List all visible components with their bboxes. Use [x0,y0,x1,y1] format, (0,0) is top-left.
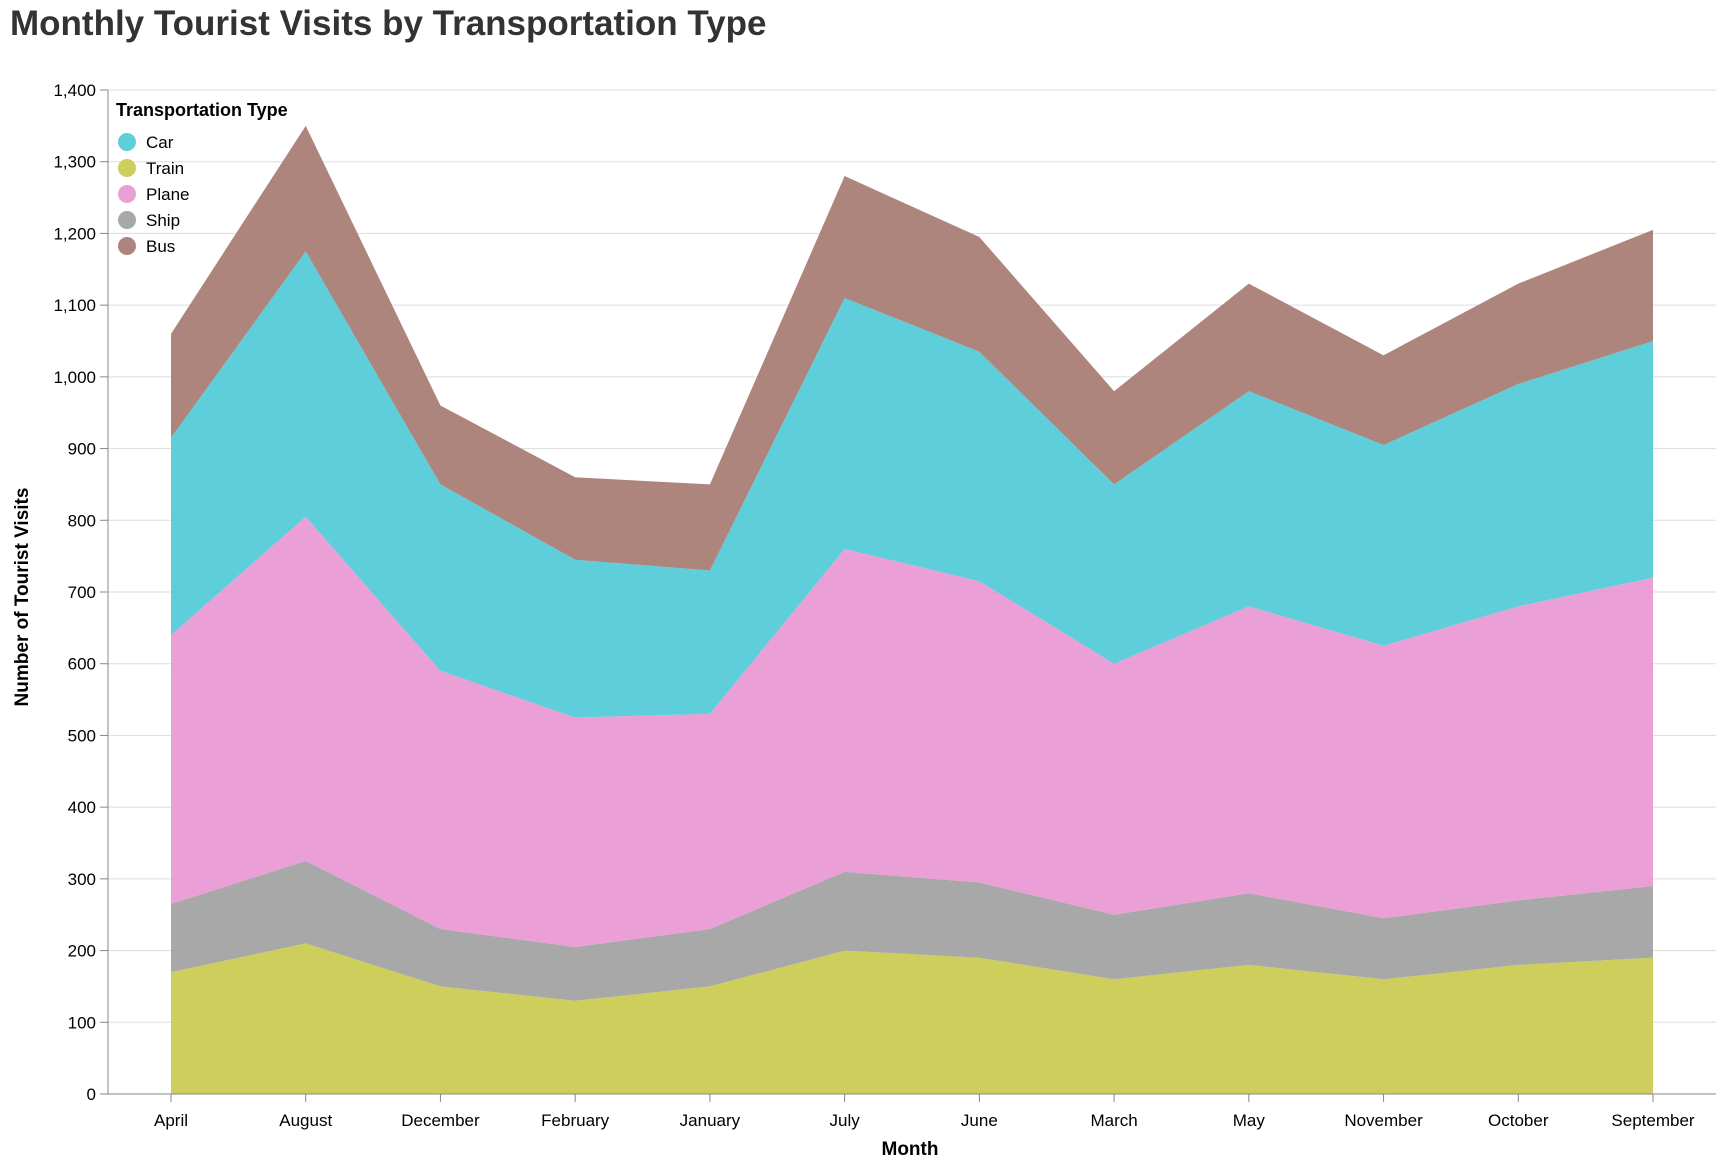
y-tick-label: 800 [68,511,96,530]
y-tick-label: 1,100 [53,296,96,315]
legend-label-plane: Plane [146,185,189,204]
legend-swatch-plane [118,185,136,203]
legend-swatch-car [118,133,136,151]
x-tick-label: June [961,1111,998,1130]
y-tick-label: 500 [68,726,96,745]
x-tick-label: July [830,1111,861,1130]
axes: 0 100 200 300 400 500 600 700 800 900 1,000 1,100 1,… [53,81,1716,1130]
y-tick-label: 1,000 [53,368,96,387]
y-tick-label: 1,400 [53,81,96,100]
area-train [171,943,1653,1094]
area-car [171,251,1653,718]
x-tick-label: January [680,1111,741,1130]
chart-title: Monthly Tourist Visits by Transportation… [10,4,767,43]
y-tick-label: 700 [68,583,96,602]
legend: Transportation Type Car Train Plane Ship Bus [116,100,288,256]
x-tick-label: August [279,1111,332,1130]
x-tick-label: December [401,1111,480,1130]
x-tick-label: October [1488,1111,1549,1130]
legend-swatch-bus [118,237,136,255]
x-tick-label: March [1090,1111,1137,1130]
area-plane [171,516,1653,947]
y-tick-label: 400 [68,798,96,817]
x-tick-label: April [154,1111,188,1130]
legend-label-car: Car [146,133,174,152]
legend-title: Transportation Type [116,100,288,120]
y-tick-label: 1,200 [53,224,96,243]
area-bus [171,125,1653,571]
legend-swatch-ship [118,211,136,229]
x-tick-label: February [541,1111,610,1130]
legend-label-bus: Bus [146,237,175,256]
legend-label-train: Train [146,159,184,178]
legend-label-ship: Ship [146,211,180,230]
y-tick-label: 600 [68,655,96,674]
x-tick-label: September [1611,1111,1694,1130]
y-tick-label: 200 [68,942,96,961]
y-tick-label: 0 [87,1085,96,1104]
y-tick-label: 100 [68,1013,96,1032]
area-ship [171,860,1653,1001]
y-tick-label: 300 [68,870,96,889]
legend-swatch-train [118,159,136,177]
x-tick-label: November [1344,1111,1423,1130]
y-axis-title: Number of Tourist Visits [12,488,33,707]
area-series [171,125,1653,1094]
x-tick-label: May [1233,1111,1266,1130]
y-tick-label: 1,300 [53,153,96,172]
y-tick-label: 900 [68,440,96,459]
x-axis-title: Month [882,1139,939,1160]
